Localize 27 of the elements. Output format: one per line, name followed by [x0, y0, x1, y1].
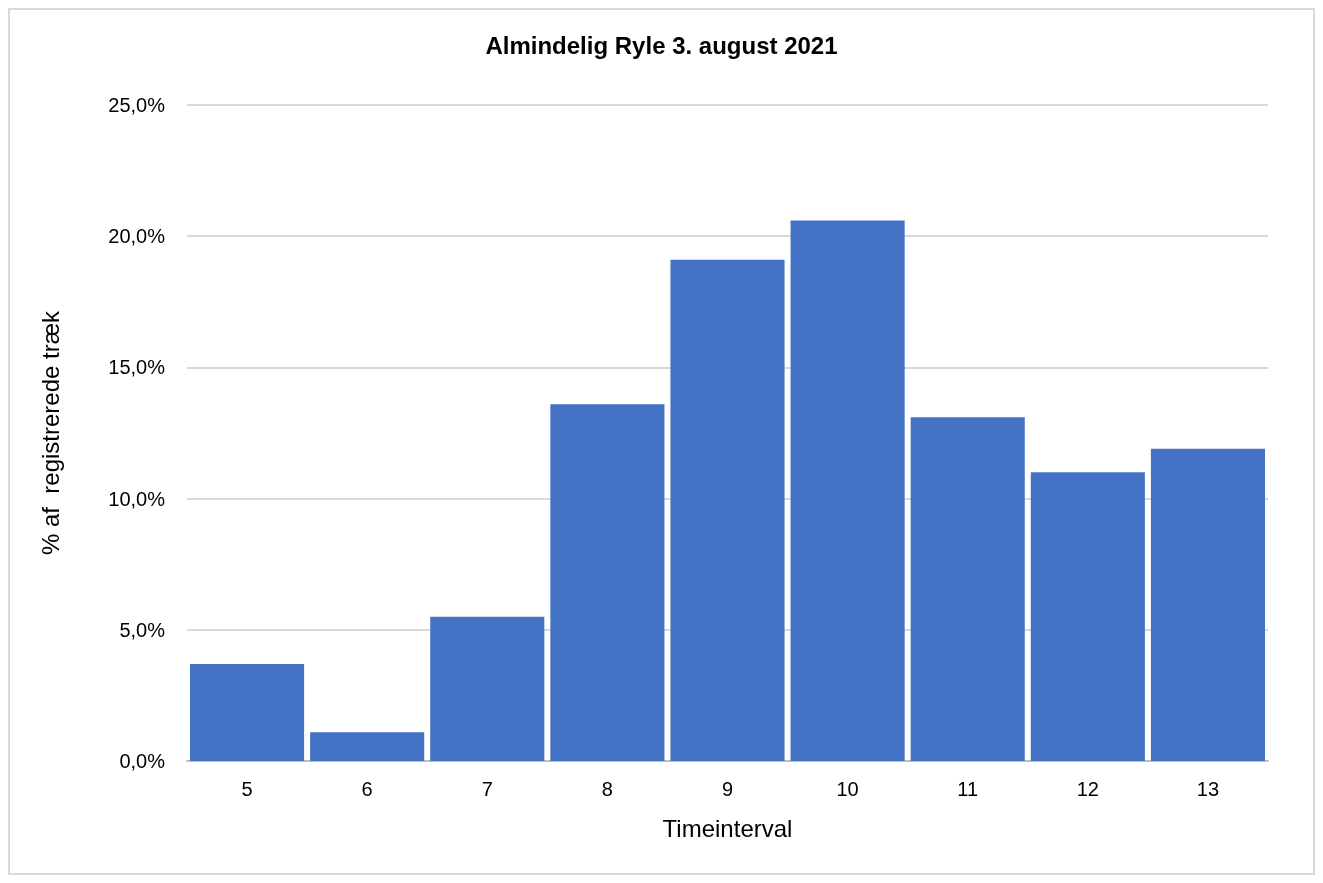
x-tick-label: 8 [601, 778, 613, 800]
x-tick-label: 9 [721, 778, 734, 800]
x-tick-label: 12 [1076, 778, 1099, 800]
y-tick-label: 10,0% [108, 487, 166, 510]
bar [910, 417, 1025, 761]
x-tick-label: 6 [361, 778, 373, 800]
x-tick-label: 10 [836, 778, 859, 800]
y-axis-title: % af registrerede træk [36, 309, 64, 556]
y-tick-label: 25,0% [108, 94, 166, 116]
bar [310, 732, 425, 761]
x-tick-label: 13 [1196, 778, 1220, 800]
x-axis-title: Timeinterval [662, 814, 793, 842]
bar [1030, 472, 1145, 761]
x-tick-label: 7 [481, 778, 493, 800]
y-tick-label: 5,0% [119, 618, 166, 641]
chart-title: Almindelig Ryle 3. august 2021 [485, 31, 838, 59]
bar [190, 663, 305, 761]
y-tick-label: 15,0% [108, 356, 166, 379]
bar [430, 616, 545, 761]
bar [670, 259, 785, 761]
y-tick-label: 20,0% [108, 225, 166, 248]
bar [550, 404, 665, 761]
x-tick-label: 5 [241, 778, 253, 800]
x-tick-label: 11 [957, 778, 979, 800]
bar [1150, 448, 1265, 761]
y-tick-label: 0,0% [119, 750, 166, 772]
bar [790, 220, 905, 761]
